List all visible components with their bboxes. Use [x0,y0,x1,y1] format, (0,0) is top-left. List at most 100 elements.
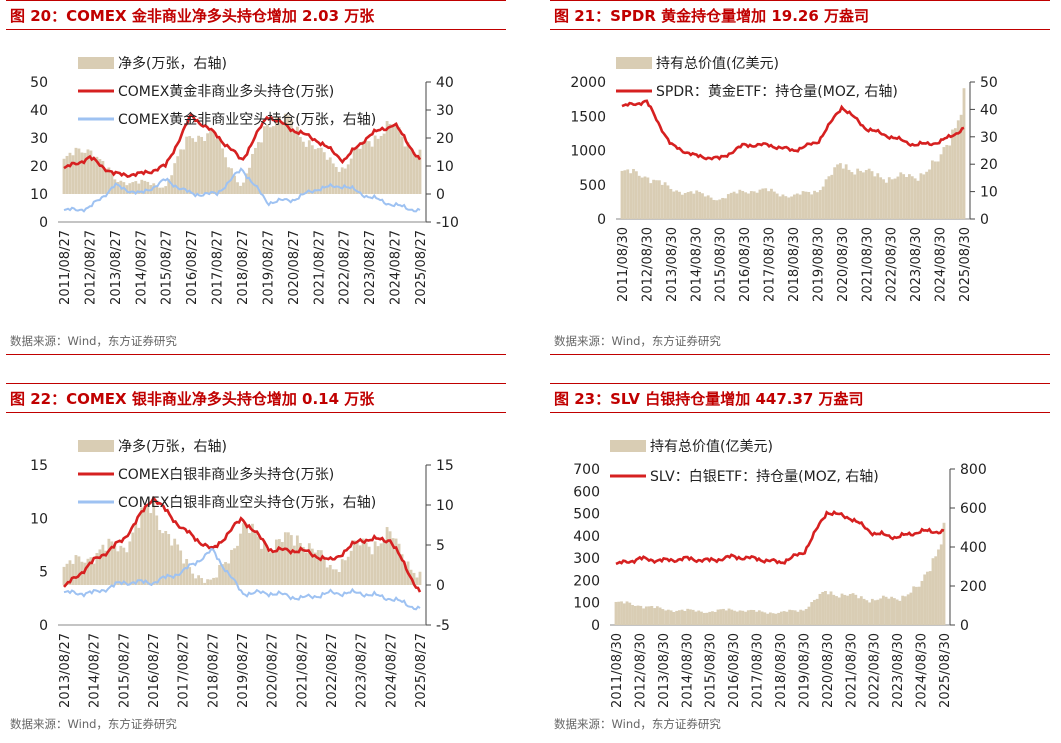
net-bar [620,601,623,625]
net-bar [929,571,932,625]
y-left-tick-label: 10 [30,511,48,527]
net-bar [681,195,684,219]
net-bar [882,179,885,219]
net-bar [389,124,392,194]
net-bar [788,610,791,625]
net-bar [356,148,359,194]
net-bar [113,546,116,585]
y-left-tick-label: 100 [573,596,600,612]
net-bar [670,610,673,625]
net-bar [374,541,377,585]
net-bar [248,533,251,585]
net-bar [669,189,672,219]
x-tick-label: 2013/08/30 [657,633,672,708]
net-bar [706,613,709,625]
net-bar [747,610,750,625]
y-right-tick-label: 30 [980,130,998,146]
net-bar [876,600,879,625]
legend-swatch-bar [78,440,114,452]
y-left-tick-label: 1500 [570,109,606,125]
net-bar [236,546,239,585]
net-bar [329,157,332,194]
y-right-tick-label: 0 [436,578,445,594]
net-bar [868,602,871,625]
net-bar [784,196,787,219]
x-tick-label: 2018/08/27 [236,230,251,305]
net-bar [711,611,714,625]
net-bar [368,141,371,194]
net-bar [787,197,790,219]
net-bar [305,553,308,585]
net-bar [332,163,335,194]
x-tick-label: 2023/08/30 [909,227,924,302]
x-tick-label: 2023/08/27 [363,230,378,305]
net-bar [66,156,69,194]
net-bar [777,613,780,625]
net-bar [940,544,943,625]
net-bar [191,574,194,585]
y-left-tick-label: 200 [573,573,600,589]
x-tick-label: 2022/08/30 [885,227,900,302]
net-bar [813,600,816,625]
net-bar [179,551,182,585]
net-bar [957,120,960,219]
net-bar [335,167,338,194]
net-bar [813,191,816,219]
net-bar [905,177,908,219]
net-bar [667,610,670,625]
series-line [616,512,944,564]
net-bar [272,126,275,194]
chart-title: 图 20：COMEX 金非商业净多头持仓增加 2.03 万张 [10,5,374,26]
net-bar [887,599,890,625]
net-bar [371,147,374,194]
net-bar [404,146,407,194]
net-bar [329,565,332,585]
chart-title: 图 23：SLV 白银持仓量增加 447.37 万盎司 [554,388,864,409]
x-tick-label: 2023/08/27 [355,633,370,708]
net-bar [146,182,149,194]
net-bar [101,545,104,585]
net-bar [659,608,662,625]
net-bar [810,602,813,625]
net-bar [695,612,698,625]
net-bar [833,167,836,219]
net-bar [842,169,845,219]
net-bar [807,192,810,219]
net-bar [794,610,797,625]
net-bar [251,524,254,585]
x-tick-label: 2017/08/27 [177,633,192,708]
net-bar [710,198,713,219]
net-bar [296,127,299,194]
net-bar [251,154,254,194]
net-bar [876,173,879,219]
net-bar [637,606,640,625]
net-bar [629,173,632,219]
net-bar [761,189,764,219]
net-bar [728,609,731,625]
legend-label: COMEX黄金非商业空头持仓(万张，右轴) [118,111,376,128]
x-tick-label: 2020/08/30 [836,227,851,302]
net-bar [700,612,703,625]
x-tick-label: 2021/08/30 [860,227,875,302]
net-bar [907,594,910,625]
net-bar [615,602,618,625]
net-bar [224,562,227,585]
net-bar [885,183,888,219]
net-bar [767,191,770,219]
net-bar [380,543,383,585]
net-bar [623,603,626,625]
net-bar [678,192,681,219]
net-bar [908,174,911,219]
net-bar [879,177,882,219]
net-bar [362,539,365,585]
net-bar [311,145,314,194]
net-bar [260,549,263,585]
net-bar [635,171,638,219]
net-bar [893,598,896,625]
y-right-tick-label: 20 [436,131,454,147]
net-bar [302,142,305,194]
net-bar [799,195,802,219]
net-bar [937,549,940,625]
